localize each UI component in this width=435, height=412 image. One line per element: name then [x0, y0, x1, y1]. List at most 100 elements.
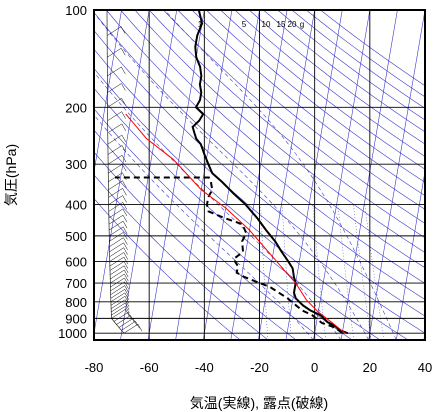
isotherm	[258, 10, 315, 340]
y-tick-label: 1000	[58, 326, 87, 341]
mixing-ratio-label: 20	[288, 20, 297, 29]
wind-barb-flag	[122, 172, 127, 180]
wind-barb	[108, 220, 124, 231]
wind-barb-flag	[125, 306, 130, 314]
wind-barb-flag	[123, 247, 128, 255]
isotherm	[202, 10, 260, 340]
wind-barb-flag	[135, 321, 140, 329]
wind-barb	[109, 256, 125, 267]
wind-barb-flag	[121, 66, 126, 75]
wind-barb-flag	[125, 309, 130, 317]
dry-adiabat	[148, 10, 425, 239]
wind-barb	[118, 318, 134, 328]
mixing-ratio-line	[260, 204, 269, 340]
moist-adiabat	[164, 10, 397, 340]
mixing-ratio-line	[337, 204, 355, 340]
dry-adiabat	[134, 10, 425, 253]
dry-adiabat	[106, 10, 425, 284]
wind-barbs	[106, 10, 143, 334]
wind-barb	[107, 134, 123, 145]
wind-barb	[108, 214, 124, 225]
wind-barb	[111, 302, 126, 313]
wind-barb	[111, 309, 126, 319]
mixing-ratio-line	[281, 204, 292, 340]
isotherm	[94, 10, 150, 335]
wind-barb-flag	[123, 226, 128, 234]
y-tick-label: 400	[65, 198, 87, 213]
wind-barb-flag	[124, 269, 129, 278]
wind-barb	[107, 123, 122, 134]
wind-barb-flag	[122, 215, 128, 223]
wind-barb	[109, 226, 124, 237]
background-lines	[94, 10, 425, 340]
wind-barb-flag	[120, 26, 126, 34]
dry-adiabat	[220, 10, 425, 170]
wind-barb-flag	[127, 312, 133, 320]
wind-barb	[107, 10, 108, 11]
moist-adiabat	[94, 12, 369, 340]
mixing-ratio-label: g	[300, 20, 304, 29]
wind-barb-flag	[123, 242, 128, 250]
wind-barb-flag	[121, 111, 126, 119]
x-tick-label: -20	[250, 360, 269, 375]
wind-barb-flag	[137, 324, 143, 332]
wind-barb-flag	[121, 134, 127, 143]
wind-barb-flag	[123, 265, 129, 273]
mixing-ratio-label: 10	[262, 20, 271, 29]
dry-adiabat	[206, 10, 425, 183]
wind-barb-flag	[122, 202, 127, 210]
wind-barb-flag	[122, 221, 128, 229]
dry-adiabat	[234, 10, 425, 157]
isotherm	[395, 169, 425, 340]
moist-adiabat	[94, 71, 342, 340]
wind-barb	[108, 164, 123, 174]
dry-adiabat	[191, 10, 425, 197]
wind-barb	[108, 180, 123, 190]
wind-barb-shaft	[106, 10, 125, 334]
y-axis-label: 気圧(hPa)	[3, 144, 19, 206]
wind-barb-flag	[123, 232, 128, 240]
wind-barb-flag	[122, 180, 127, 188]
wind-barb-flag	[122, 208, 128, 217]
isotherm	[313, 10, 371, 340]
dry-adiabat	[94, 151, 297, 340]
wind-barb	[107, 83, 122, 93]
y-tick-label: 300	[65, 157, 87, 172]
dry-adiabat	[320, 10, 425, 87]
wind-barb	[109, 261, 125, 271]
wind-barb-flag	[121, 155, 127, 163]
wind-barb	[107, 66, 122, 77]
wind-barb-flag	[123, 256, 129, 265]
wind-barb	[108, 188, 123, 198]
dry-adiabat	[94, 198, 241, 340]
wind-barb-flag	[122, 164, 127, 172]
dry-adiabat	[94, 108, 353, 340]
wind-barb	[107, 111, 122, 121]
plot-frame	[93, 9, 426, 341]
wind-barb-flag	[121, 48, 126, 56]
wind-barb	[110, 289, 125, 299]
wind-barb-flag	[125, 302, 130, 311]
wind-barb-flag	[132, 318, 138, 326]
dry-adiabat	[306, 10, 425, 98]
wind-barb	[110, 285, 125, 295]
wind-barb-flag	[122, 195, 127, 203]
mixing-ratio-line	[364, 204, 385, 340]
wind-barb-flag	[121, 98, 126, 106]
dry-adiabat	[120, 10, 425, 269]
x-tick-label: 40	[418, 360, 432, 375]
y-tick-label: 200	[65, 100, 87, 115]
wind-barb	[110, 299, 126, 309]
wind-barb-flag	[123, 237, 128, 245]
wind-barb-flag	[130, 315, 135, 323]
wind-barb-flag	[123, 252, 128, 260]
wind-barb	[107, 48, 122, 58]
wind-barb	[107, 145, 123, 155]
y-tick-label: 100	[65, 3, 87, 18]
dry-adiabat	[94, 30, 425, 317]
wind-barb	[121, 321, 136, 331]
wind-barb	[110, 273, 125, 284]
wind-barb	[109, 237, 124, 247]
mixing-ratio-label: 1	[198, 20, 203, 29]
